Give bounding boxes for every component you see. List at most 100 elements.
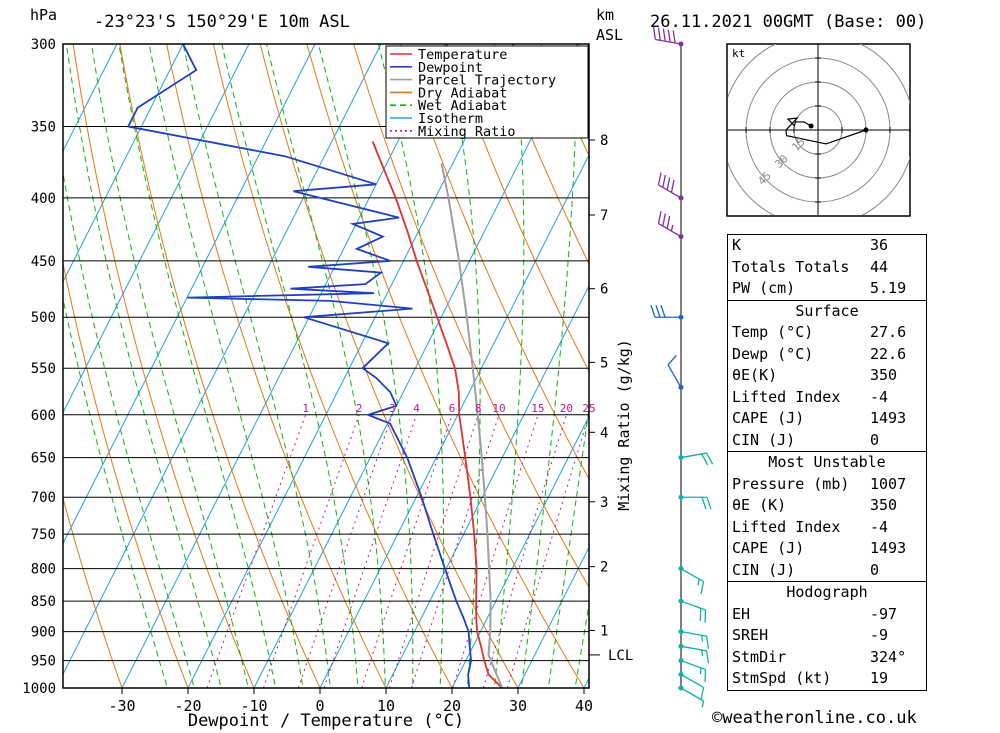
- wind-barb-feather: [701, 497, 707, 510]
- surface-index-label: Dewp (°C): [732, 344, 814, 363]
- dry-adiabat-line: [939, 7, 1000, 714]
- surface-index-label: Temp (°C): [732, 323, 814, 341]
- km-tick-label: 5: [600, 355, 608, 371]
- wind-barb-dot: [678, 643, 684, 649]
- dry-adiabat-line: [166, 44, 387, 688]
- pressure-label: 750: [31, 527, 56, 543]
- general-index-value: 44: [870, 257, 889, 276]
- wind-barb-feather: [657, 172, 662, 186]
- general-index-label: PW (cm): [732, 279, 796, 297]
- wind-barb-dot: [678, 314, 684, 320]
- wet-adiabat-line: [444, 44, 481, 688]
- hodograph-index-row: SREH -9: [728, 625, 926, 647]
- wind-barb-feather: [650, 305, 656, 318]
- legend-entry: Dry Adiabat: [418, 85, 507, 101]
- wind-barb-feather: [700, 581, 705, 595]
- wet-adiabat-line: [63, 170, 195, 688]
- surface-index-value: -4: [870, 387, 889, 406]
- x-tick-label: 10: [377, 697, 395, 715]
- most-unstable-index-row: θE (K) 350: [728, 495, 926, 517]
- mixing-ratio-label: 6: [449, 402, 456, 415]
- dry-adiabat-line: [63, 261, 189, 688]
- isotherm-line: [63, 44, 316, 545]
- wet-adiabat-line: [547, 405, 589, 688]
- mixing-ratio-axis-label: Mixing Ratio (g/kg): [615, 339, 633, 511]
- wind-barb-half-feather: [701, 700, 705, 708]
- wind-barb-dot: [678, 494, 684, 500]
- hodograph-unit: kt: [732, 47, 745, 60]
- wet-adiabat-line: [182, 44, 331, 688]
- km-tick-label: 2: [600, 560, 608, 576]
- surface-title: Surface: [795, 301, 859, 320]
- wind-barb-feather: [700, 687, 705, 700]
- most-unstable-index-value: 1007: [870, 474, 907, 493]
- surface-index-label: θE(K): [732, 366, 778, 384]
- mixing-ratio-line: [206, 414, 307, 688]
- mixing-ratio-label: 25: [582, 402, 595, 415]
- surface-index-label: CIN (J): [732, 430, 796, 449]
- wind-barb-dot: [678, 598, 684, 604]
- most-unstable-index-label: θE (K): [732, 496, 787, 514]
- credit-link[interactable]: ©weatheronline.co.uk: [712, 708, 917, 728]
- pressure-label: 800: [31, 562, 56, 578]
- surface-index-value: 27.6: [870, 323, 907, 341]
- pressure-label: 600: [31, 408, 56, 424]
- general-index-row: K 36: [728, 235, 926, 257]
- pressure-label: 850: [31, 594, 56, 610]
- wind-barb-staff: [680, 659, 706, 671]
- wind-barb-dot: [678, 195, 684, 201]
- parcel-trajectory-profile: [440, 163, 504, 688]
- km-label: km: [596, 6, 614, 24]
- most-unstable-index-label: CAPE (J): [732, 539, 805, 557]
- pressure-label: 900: [31, 625, 56, 641]
- wind-barb-dot: [678, 629, 684, 635]
- pressure-label: 1000: [22, 681, 56, 697]
- hodograph-section: Hodograph EH -97 SREH -9 StmDir 324° StmSpd (k…: [727, 582, 927, 691]
- wind-barb-feather: [670, 179, 675, 193]
- isotherm-line: [517, 546, 589, 688]
- isotherm-line: [451, 415, 589, 688]
- isotherm-line: [385, 284, 589, 688]
- hodograph-index-label: StmSpd (kt): [732, 669, 832, 687]
- most-unstable-index-label: Pressure (mb): [732, 474, 850, 493]
- asl-label: ASL: [596, 26, 623, 44]
- wind-barb-staff: [680, 687, 704, 702]
- surface-index-row: Lifted Index -4: [728, 387, 926, 409]
- mixing-ratio-label: 3: [389, 402, 396, 415]
- dry-adiabat-line: [63, 496, 123, 688]
- wind-barb-dot: [678, 671, 684, 677]
- hodograph-index-row: EH -97: [728, 604, 926, 626]
- hodograph-index-value: 324°: [870, 647, 907, 666]
- hodograph-index-row: StmSpd (kt) 19: [728, 668, 926, 690]
- legend-entry: Isotherm: [418, 111, 483, 127]
- x-axis-ticks: -30 -20 -10 0 10 20 30 40: [108, 688, 593, 715]
- surface-index-value: 350: [870, 366, 898, 384]
- wind-barb-feather: [701, 453, 709, 466]
- mixing-ratio-line: [323, 414, 418, 688]
- x-axis-label: Dewpoint / Temperature (°C): [188, 711, 464, 731]
- wet-adiabat-line: [90, 44, 249, 688]
- most-unstable-index-row: CIN (J) 0: [728, 560, 926, 582]
- pressure-label: 950: [31, 654, 56, 670]
- wet-adiabat-line: [63, 296, 168, 688]
- location-title: -23°23'S 150°29'E 10m ASL: [94, 12, 350, 32]
- temperature-profile: [371, 141, 503, 688]
- hodograph-title: Hodograph: [786, 583, 868, 601]
- general-index-value: 36: [870, 236, 889, 254]
- surface-index-row: Temp (°C) 27.6: [728, 322, 926, 344]
- km-tick-label: 4: [600, 425, 608, 441]
- wind-barb-staff: [680, 631, 707, 637]
- most-unstable-index-value: 350: [870, 496, 898, 514]
- wind-barb-feather: [662, 174, 666, 188]
- plot-frame: [62, 43, 590, 689]
- general-index-row: PW (cm) 5.19: [728, 278, 926, 300]
- hodograph-index-label: SREH: [732, 626, 769, 644]
- wind-barb-half-feather: [701, 649, 704, 657]
- isotherm-line: [63, 44, 250, 414]
- wind-barb-dot: [678, 685, 684, 691]
- dry-adiabat-line: [259, 44, 519, 688]
- hodograph-index-value: 19: [870, 669, 889, 687]
- most-unstable-index-row: Lifted Index -4: [728, 517, 926, 539]
- wind-barb-feather: [706, 497, 712, 510]
